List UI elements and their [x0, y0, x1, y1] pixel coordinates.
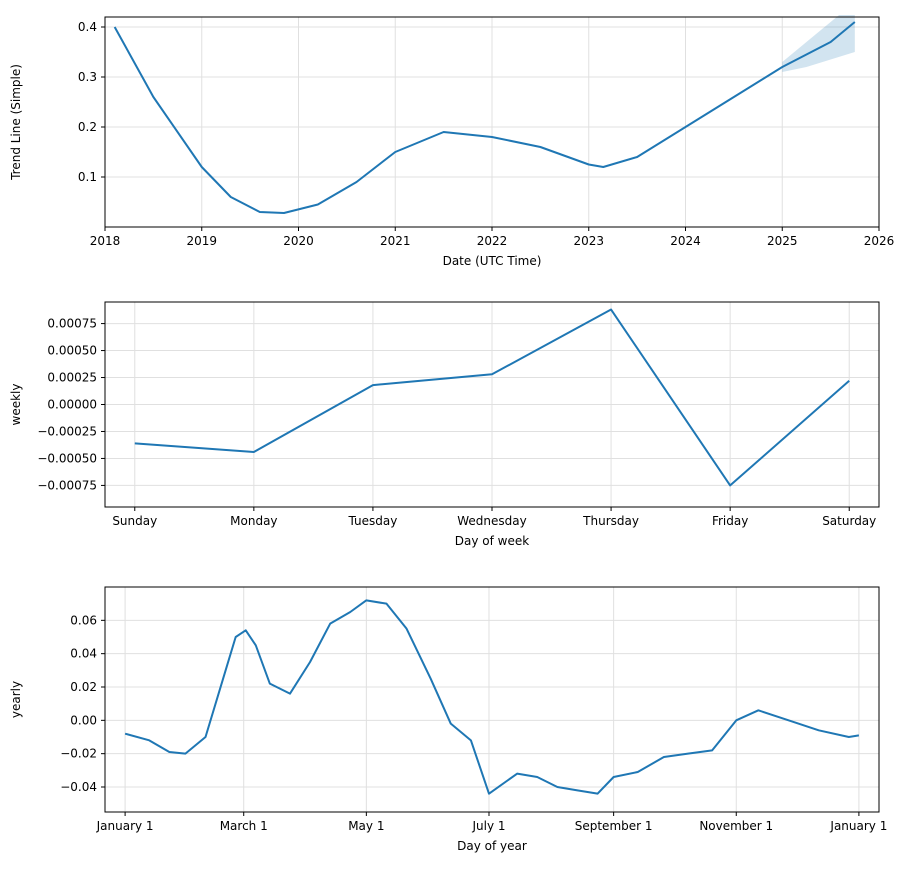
yearly-line	[125, 600, 859, 793]
xtick-label: Friday	[712, 514, 748, 528]
xtick-label: Wednesday	[457, 514, 526, 528]
trend-line	[115, 22, 855, 213]
xtick-label: 2026	[864, 234, 895, 248]
ytick-label: 0.00000	[47, 398, 97, 412]
panel-yearly: −0.04 −0.02 0.00 0.02 0.04 0.06 January 1 March…	[0, 585, 897, 865]
xtick-label: May 1	[348, 819, 384, 833]
ytick-label: 0.00075	[47, 317, 97, 331]
panel-weekly: −0.00075 −0.00050 −0.00025 0.00000 0.00025 0.…	[0, 300, 897, 565]
xtick-label: Tuesday	[348, 514, 398, 528]
ytick-label: 0.2	[78, 120, 97, 134]
xtick-label: July 1	[471, 819, 505, 833]
y-axis-label: yearly	[9, 681, 23, 718]
xtick-label: Thursday	[582, 514, 639, 528]
xtick-label: 2021	[380, 234, 411, 248]
ytick-label: 0.3	[78, 70, 97, 84]
ytick-label: 0.00	[70, 713, 97, 727]
y-axis-label: Trend Line (Simple)	[9, 64, 23, 181]
xtick-label: Monday	[230, 514, 277, 528]
ytick-label: −0.00050	[37, 451, 97, 465]
xtick-label: January 1	[96, 819, 154, 833]
ytick-label: 0.4	[78, 20, 97, 34]
xtick-label: 2018	[90, 234, 121, 248]
xtick-label: 2019	[186, 234, 217, 248]
ytick-label: 0.04	[70, 647, 97, 661]
xtick-label: 2025	[767, 234, 798, 248]
panel-trend: 0.1 0.2 0.3 0.4 2018 2019 2020 2021 2022 2023 2024…	[0, 15, 897, 285]
x-axis-label: Date (UTC Time)	[443, 254, 542, 268]
xtick-label: Saturday	[822, 514, 876, 528]
x-axis-label: Day of week	[455, 534, 529, 548]
uncertainty-band	[782, 15, 855, 72]
ytick-label: 0.1	[78, 170, 97, 184]
y-axis-label: weekly	[9, 384, 23, 426]
xtick-label: September 1	[575, 819, 653, 833]
ytick-label: −0.00025	[37, 424, 97, 438]
xtick-label: 2024	[670, 234, 701, 248]
ytick-label: 0.02	[70, 680, 97, 694]
ytick-label: −0.04	[60, 780, 97, 794]
ytick-label: −0.00075	[37, 478, 97, 492]
xtick-label: 2023	[573, 234, 604, 248]
ytick-label: −0.02	[60, 747, 97, 761]
xtick-label: March 1	[220, 819, 268, 833]
xtick-label: 2022	[477, 234, 508, 248]
xtick-label: 2020	[283, 234, 314, 248]
xtick-label: November 1	[699, 819, 773, 833]
x-axis-label: Day of year	[457, 839, 527, 853]
xtick-label: January 1	[829, 819, 887, 833]
xtick-label: Sunday	[112, 514, 157, 528]
ytick-label: 0.06	[70, 613, 97, 627]
ytick-label: 0.00050	[47, 344, 97, 358]
figure: 0.1 0.2 0.3 0.4 2018 2019 2020 2021 2022 2023 2024…	[0, 0, 897, 890]
ytick-label: 0.00025	[47, 371, 97, 385]
